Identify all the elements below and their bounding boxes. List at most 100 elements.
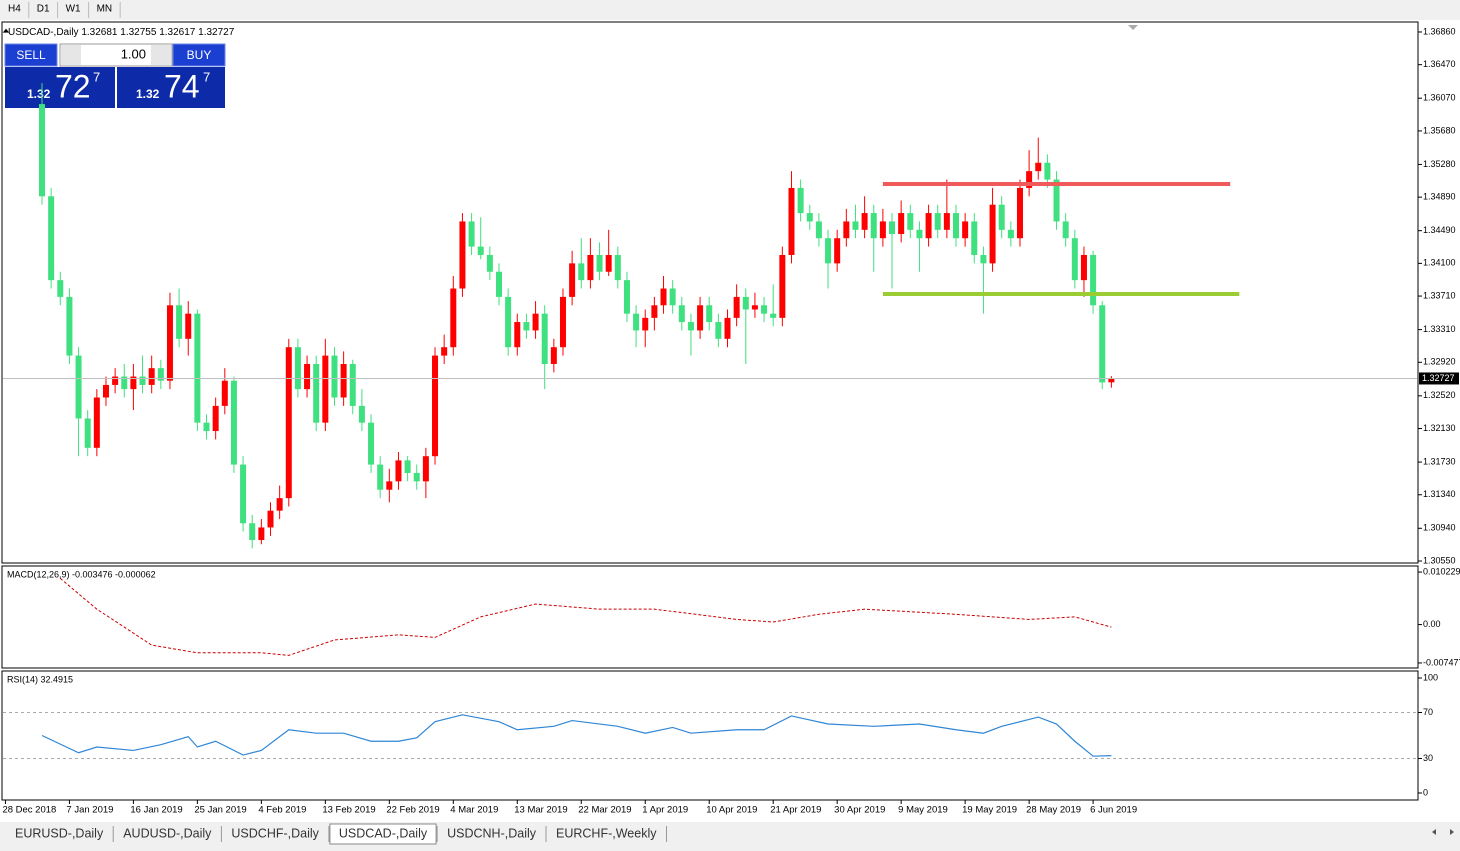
tab-background[interactable] — [329, 823, 437, 845]
candle-body — [596, 254, 603, 272]
lot-value[interactable]: 1.00 — [121, 46, 146, 61]
tab[interactable]: USDCAD-,Daily — [339, 826, 428, 840]
y-tick-label: 30 — [1423, 753, 1433, 763]
candle-body — [706, 305, 713, 323]
candle-body — [1026, 171, 1033, 188]
candle-body — [724, 317, 731, 339]
candle-body — [623, 280, 630, 314]
candle-body — [715, 322, 722, 339]
x-tick-label: 28 Dec 2018 — [2, 805, 56, 816]
timeframe-button[interactable]: D1 — [37, 4, 50, 15]
candle-body — [294, 347, 301, 390]
buy-pip: 7 — [203, 69, 210, 84]
candle-body — [889, 221, 896, 235]
candle-body — [633, 313, 640, 331]
candle-body — [943, 213, 950, 230]
candle-body — [112, 376, 119, 385]
candle-body — [1108, 378, 1115, 383]
tab-scroll-right[interactable] — [1450, 829, 1454, 835]
candle-body — [304, 363, 311, 390]
tab[interactable]: EURUSD-,Daily — [15, 826, 104, 840]
buy-big: 1.32 — [136, 87, 160, 101]
lot-input[interactable] — [59, 43, 173, 67]
timeframe-button[interactable]: MN — [97, 4, 113, 15]
candle-body — [486, 254, 493, 272]
candle-body — [450, 288, 457, 348]
candle-body — [1007, 229, 1014, 239]
timeframe-button[interactable]: H4 — [8, 4, 21, 15]
candle-body — [761, 305, 768, 314]
candle-body — [505, 296, 512, 348]
candle-body — [514, 322, 521, 348]
candle-body — [413, 472, 420, 482]
sell-label[interactable]: SELL — [16, 48, 46, 62]
sell-digits: 72 — [55, 68, 91, 104]
tab[interactable]: EURCHF-,Weekly — [556, 826, 657, 840]
sell-button[interactable] — [4, 43, 58, 67]
sell-price-box[interactable] — [5, 67, 115, 108]
x-tick-label: 6 Jun 2019 — [1090, 805, 1137, 816]
candle-body — [212, 405, 219, 432]
lot-up[interactable] — [151, 45, 171, 65]
candle-body — [148, 368, 155, 385]
tab-background[interactable] — [438, 824, 546, 844]
y-tick-label: 1.32920 — [1423, 357, 1456, 367]
candle-body — [75, 355, 82, 419]
lot-down[interactable] — [61, 45, 81, 65]
tab-background[interactable] — [114, 824, 221, 844]
symbol: USDCAD-,Daily — [8, 27, 79, 38]
candle-body — [441, 347, 448, 356]
candle-body — [605, 254, 612, 272]
candle-body — [687, 322, 694, 331]
candle-body — [285, 347, 292, 499]
tab-background[interactable] — [6, 824, 113, 844]
candle-body — [751, 305, 758, 310]
x-tick-label: 9 May 2019 — [898, 805, 948, 816]
y-tick-label: 1.34890 — [1423, 192, 1456, 202]
y-tick-label: 1.31340 — [1423, 489, 1456, 499]
y-tick-label: 0.010229 — [1423, 566, 1460, 576]
candle-body — [550, 347, 557, 364]
candle-body — [569, 263, 576, 297]
macd-signal-line — [59, 577, 1112, 656]
candle-body — [194, 313, 201, 423]
tab[interactable]: USDCNH-,Daily — [447, 826, 537, 840]
y-tick-label: 1.32130 — [1423, 423, 1456, 433]
rsi-line — [41, 714, 1112, 757]
tab[interactable]: AUDUSD-,Daily — [123, 826, 212, 840]
y-tick-label: 1.30940 — [1423, 523, 1456, 533]
candle-body — [477, 246, 484, 255]
candle-body — [1044, 162, 1051, 180]
candle-body — [432, 355, 439, 457]
symbol-marker — [2, 28, 10, 33]
indicator-label: RSI(14) 32.4915 — [7, 674, 73, 684]
macd-panel — [1, 565, 1419, 669]
tab-background[interactable] — [222, 824, 328, 844]
x-tick-label: 21 Apr 2019 — [770, 805, 821, 816]
tab-background[interactable] — [547, 824, 666, 844]
y-tick-label: 1.33710 — [1423, 290, 1456, 300]
candle-body — [770, 313, 777, 318]
x-tick-label: 22 Mar 2019 — [578, 805, 631, 816]
candle-body — [788, 187, 795, 255]
candle-body — [651, 305, 658, 318]
y-tick-label: 1.36470 — [1423, 59, 1456, 69]
candle-body — [642, 317, 649, 331]
tab-scroll-left[interactable] — [1432, 829, 1436, 835]
buy-label[interactable]: BUY — [187, 48, 212, 62]
x-tick-label: 1 Apr 2019 — [642, 805, 688, 816]
candle-body — [697, 305, 704, 331]
buy-price-box[interactable] — [117, 67, 225, 108]
buy-button[interactable] — [172, 43, 226, 67]
indicator-label: MACD(12,26,9) -0.003476 -0.000062 — [7, 569, 156, 579]
y-tick-label: 1.30550 — [1423, 555, 1456, 565]
sell-pip: 7 — [93, 69, 100, 84]
y-tick-label: 70 — [1423, 707, 1433, 717]
candle-body — [358, 405, 365, 423]
candle-body — [660, 288, 667, 306]
timeframe-button[interactable]: W1 — [66, 4, 81, 15]
candle-body — [879, 221, 886, 239]
y-tick-label: 1.31730 — [1423, 456, 1456, 466]
candle-body — [48, 196, 55, 281]
tab[interactable]: USDCHF-,Daily — [231, 826, 319, 840]
